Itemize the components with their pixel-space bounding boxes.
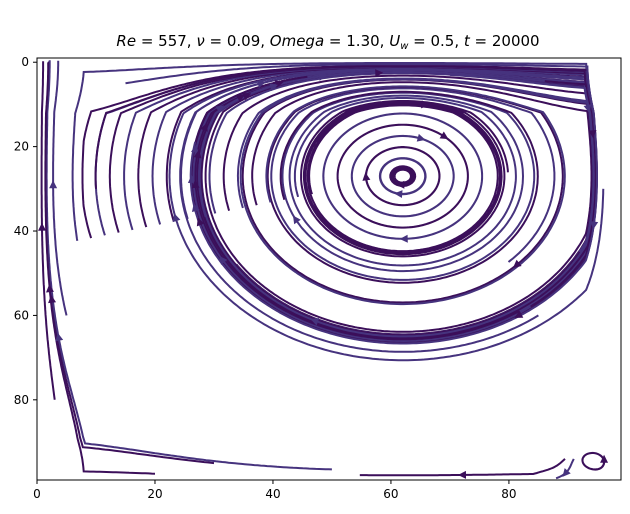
y-tick-label: 20 — [14, 140, 29, 154]
y-tick-label: 40 — [14, 224, 29, 238]
y-tick-label: 60 — [14, 308, 29, 322]
streamline-arrowhead — [38, 222, 47, 231]
streamline-arrowhead — [191, 203, 200, 213]
streamline-arrowhead — [274, 80, 284, 88]
streamline — [389, 165, 417, 188]
x-tick-label: 60 — [383, 487, 398, 501]
arrowheads-layer — [38, 69, 609, 479]
streamlines-layer — [40, 60, 606, 480]
streamline-arrowhead — [310, 317, 320, 326]
streamline-arrowhead — [292, 215, 301, 225]
streamline-arrowhead — [190, 144, 199, 154]
streamline — [125, 63, 598, 345]
streamline-arrowhead — [600, 454, 609, 463]
streamline-arrowhead — [562, 468, 571, 477]
streamline — [40, 61, 56, 400]
streamline-arrowhead — [48, 294, 57, 304]
streamline — [336, 123, 469, 229]
streamline-arrowhead — [318, 72, 328, 81]
y-tick-label: 80 — [14, 393, 29, 407]
streamline-arrowhead — [269, 83, 279, 91]
streamline — [322, 112, 484, 240]
chart-title: Re = 557, ν = 0.09, Omega = 1.30, Uw = 0… — [116, 32, 539, 52]
x-tick-label: 20 — [147, 487, 162, 501]
streamline-arrowhead — [46, 284, 54, 293]
streamline — [45, 60, 332, 471]
streamline — [44, 62, 156, 475]
streamline-arrowhead — [421, 100, 430, 109]
x-tick-label: 40 — [265, 487, 280, 501]
plot-frame — [36, 57, 622, 481]
streamline-arrowhead — [399, 234, 408, 243]
y-tick-label: 0 — [21, 55, 29, 69]
streamline — [359, 458, 566, 477]
streamline-arrowhead — [512, 259, 522, 268]
x-tick-label: 80 — [501, 487, 516, 501]
streamline-arrowhead — [193, 149, 202, 159]
streamline — [364, 146, 441, 207]
streamline — [270, 87, 556, 281]
streamline-arrowhead — [196, 217, 205, 227]
streamline-arrowhead — [439, 131, 449, 140]
x-axis-ticks: 0 20 40 60 80 — [33, 480, 517, 501]
streamline-arrowhead — [242, 93, 252, 101]
y-axis-ticks: 0 20 40 60 80 — [14, 55, 37, 407]
streamline-arrowhead — [514, 310, 524, 318]
streamline-arrowhead — [256, 80, 266, 88]
streamline-arrowhead — [172, 213, 181, 223]
streamline-arrowhead — [200, 122, 208, 132]
streamline-arrowhead — [362, 172, 371, 181]
streamline-arrowhead — [219, 255, 228, 265]
streamline-arrowhead — [187, 174, 196, 184]
x-tick-label: 0 — [33, 487, 41, 501]
streamline-arrowhead — [236, 94, 245, 102]
streamline — [555, 458, 575, 480]
streamline-arrowhead — [590, 221, 599, 230]
streamline — [378, 157, 427, 196]
streamline — [45, 61, 215, 465]
streamline-arrowhead — [396, 180, 405, 189]
streamline-arrowhead — [394, 190, 403, 199]
streamline-arrowhead — [416, 133, 426, 142]
streamline-arrowhead — [49, 180, 58, 189]
streamline-arrowhead — [191, 179, 200, 189]
streamline-arrowhead — [457, 470, 467, 479]
streamline — [52, 60, 68, 316]
streamline-arrowhead — [588, 129, 597, 139]
streamline-arrowhead — [375, 69, 384, 78]
streamline-arrowhead — [215, 105, 225, 114]
streamline-arrowhead — [583, 104, 592, 113]
streamline-arrowhead — [55, 332, 64, 342]
